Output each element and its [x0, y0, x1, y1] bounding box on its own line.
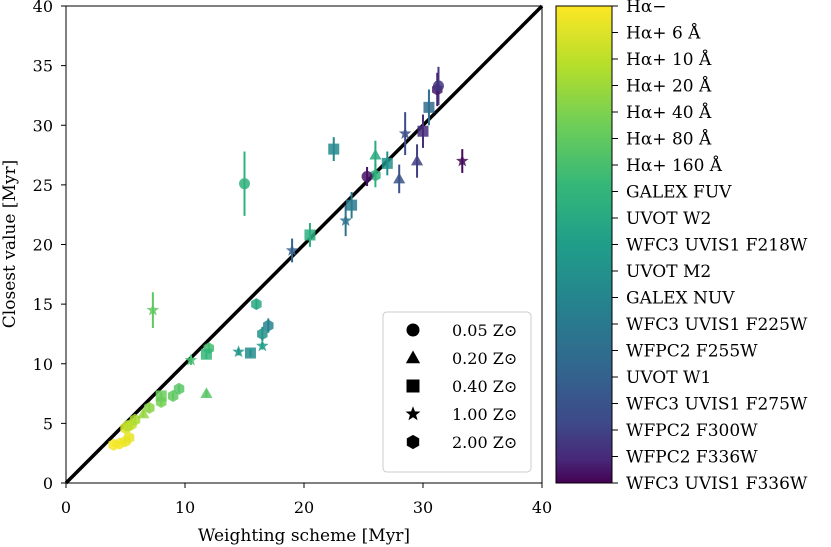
data-point-hexagon: [144, 401, 155, 414]
data-point-circle: [239, 178, 250, 190]
data-point-triangle: [200, 387, 213, 398]
colorbar-label: WFC3 UVIS1 F218W: [626, 236, 808, 256]
colorbar-label: WFC3 UVIS1 F225W: [626, 315, 808, 335]
data-point-hexagon: [173, 382, 185, 395]
legend-label: 1.00 Z⊙: [452, 405, 517, 424]
data-point-star: [232, 345, 245, 358]
colorbar-label: Hα+ 6 Å: [626, 23, 701, 44]
colorbar-label: GALEX NUV: [626, 289, 735, 309]
data-point-hexagon: [257, 327, 268, 340]
colorbar-ticks: Hα− Hα+ 6 Å Hα+ 10 Å Hα+ 20 Å Hα+ 40 Å Hα+ 80…: [612, 0, 808, 494]
data-point-circle: [122, 420, 134, 432]
x-tick-label: 10: [175, 498, 195, 517]
x-tick-label: 20: [294, 498, 314, 517]
reference-line-layer: [64, 4, 544, 485]
data-point-square: [346, 199, 358, 211]
data-point-star: [398, 127, 412, 139]
colorbar-label: UVOT W2: [626, 209, 711, 229]
y-tick-label: 15: [33, 295, 53, 314]
y-tick-label: 0: [43, 474, 53, 493]
marker-layer: [108, 80, 469, 451]
colorbar-label: WFPC2 F300W: [626, 421, 758, 441]
data-point-circle: [432, 80, 444, 92]
y-tick-label: 35: [33, 57, 53, 76]
data-point-square: [328, 143, 340, 155]
colorbar-label: Hα+ 10 Å: [626, 49, 712, 70]
data-point-star: [455, 154, 469, 167]
legend-label: 0.05 Z⊙: [452, 321, 517, 340]
data-point-star: [146, 303, 160, 316]
data-point-hexagon: [251, 298, 262, 311]
data-point-hexagon: [167, 389, 179, 402]
colorbar-label: UVOT M2: [626, 262, 711, 282]
data-point-triangle: [369, 148, 382, 160]
colorbar-label: WFPC2 F255W: [626, 342, 758, 362]
legend-label: 2.00 Z⊙: [452, 433, 517, 452]
colorbar-label: WFC3 UVIS1 F275W: [626, 395, 808, 415]
legend-label: 0.20 Z⊙: [452, 349, 517, 368]
tick-layer: 0 10 20 30 40 0 5 10 15 20 25 30 35 40: [33, 0, 553, 517]
data-point-square: [244, 347, 256, 359]
data-point-hexagon: [123, 431, 135, 444]
legend-marker-triangle: [405, 350, 421, 364]
legend-marker-circle: [406, 323, 420, 337]
legend-marker-star: [405, 406, 421, 421]
data-point-hexagon: [370, 169, 381, 182]
colorbar-label: Hα+ 40 Å: [626, 102, 712, 123]
x-tick-label: 0: [61, 498, 71, 517]
colorbar-label: WFPC2 F336W: [626, 448, 758, 468]
y-tick-label: 30: [33, 116, 53, 135]
y-tick-label: 20: [33, 236, 53, 255]
y-tick-label: 25: [33, 176, 53, 195]
y-tick-label: 10: [33, 355, 53, 374]
data-point-square: [423, 101, 435, 113]
data-point-square: [304, 229, 316, 241]
data-point-square: [417, 125, 429, 137]
colorbar-label: Hα+ 20 Å: [626, 76, 712, 97]
data-point-triangle: [393, 172, 406, 184]
y-axis-label: Closest value [Myr]: [0, 160, 20, 328]
data-point-square: [381, 157, 393, 169]
legend-marker-square: [406, 379, 420, 393]
data-point-hexagon: [263, 319, 274, 332]
data-point-star: [285, 243, 299, 256]
data-point-star: [256, 339, 269, 352]
legend-box: [382, 311, 532, 473]
one-to-one-line: [64, 4, 544, 485]
colorbar: [555, 5, 613, 484]
data-point-triangle: [411, 154, 424, 166]
x-tick-label: 30: [413, 498, 433, 517]
y-tick-label: 40: [33, 0, 53, 16]
legend-label: 0.40 Z⊙: [452, 377, 517, 396]
colorbar-gradient: [555, 5, 613, 484]
x-axis-label: Weighting scheme [Myr]: [198, 526, 410, 546]
data-point-square: [155, 390, 167, 402]
colorbar-label: Hα+ 80 Å: [626, 129, 712, 150]
colorbar-label: UVOT W1: [626, 368, 711, 388]
legend: 0.05 Z⊙ 0.20 Z⊙ 0.40 Z⊙ 1.00 Z⊙ 2.00 Z⊙: [382, 311, 532, 473]
data-point-square: [200, 348, 212, 360]
colorbar-label: Hα+ 160 Å: [626, 155, 723, 176]
data-point-star: [184, 353, 198, 366]
colorbar-label: GALEX FUV: [626, 183, 732, 203]
data-point-circle: [361, 171, 373, 183]
x-tick-label: 40: [532, 498, 552, 517]
colorbar-label: Hα−: [626, 0, 667, 17]
y-tick-label: 5: [43, 414, 53, 433]
data-point-triangle: [137, 407, 150, 419]
legend-marker-hexagon: [406, 434, 420, 450]
colorbar-label: WFC3 UVIS1 F336W: [626, 474, 808, 494]
data-point-star: [339, 214, 352, 226]
